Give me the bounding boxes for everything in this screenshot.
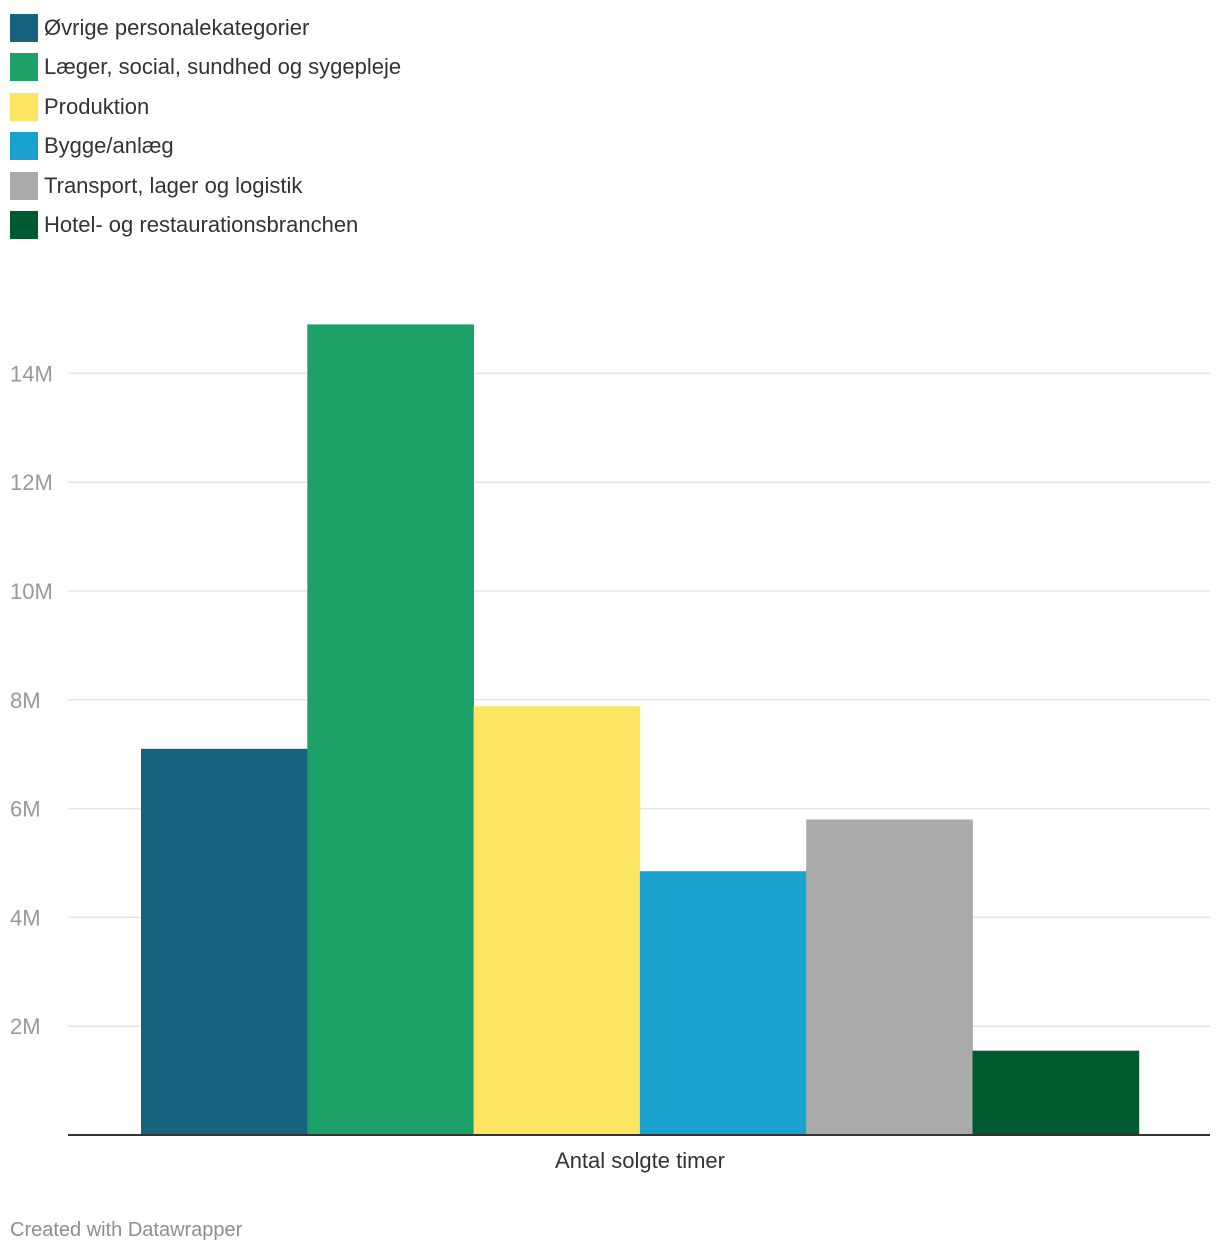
legend-item: Transport, lager og logistik — [10, 166, 401, 206]
legend-swatch — [10, 211, 38, 240]
legend-label: Produktion — [44, 93, 150, 119]
legend-label: Hotel- og restaurationsbranchen — [44, 212, 359, 238]
legend-swatch — [10, 13, 38, 42]
bar — [141, 748, 308, 1135]
legend-item: Produktion — [10, 87, 401, 127]
y-tick-label: 12M — [10, 470, 53, 495]
legend-swatch — [10, 53, 38, 82]
axes: 2M 4M 6M 8M 10M 12M 14M Antal solgte timer — [10, 361, 1210, 1173]
x-category-label: Antal solgte timer — [555, 1148, 725, 1173]
legend-item: Bygge/anlæg — [10, 127, 401, 167]
legend-swatch — [10, 92, 38, 121]
bar — [972, 1050, 1140, 1135]
legend-swatch — [10, 171, 38, 200]
bar-chart: 2M 4M 6M 8M 10M 12M 14M Antal solgte timer — [10, 324, 1210, 1173]
legend-label: Transport, lager og logistik — [44, 172, 303, 198]
chart-legend: Øvrige personalekategorier Læger, social,… — [10, 8, 401, 245]
y-tick-label: 8M — [10, 688, 41, 713]
y-tick-label: 4M — [10, 905, 41, 930]
legend-swatch — [10, 132, 38, 161]
legend-label: Bygge/anlæg — [44, 133, 174, 159]
bar — [639, 871, 807, 1135]
legend-item: Øvrige personalekategorier — [10, 8, 401, 48]
legend-item: Hotel- og restaurationsbranchen — [10, 206, 401, 246]
bar — [473, 706, 641, 1135]
y-tick-label: 14M — [10, 361, 53, 386]
y-tick-label: 6M — [10, 797, 41, 822]
y-tick-label: 2M — [10, 1014, 41, 1039]
y-tick-label: 10M — [10, 579, 53, 604]
legend-label: Læger, social, sundhed og sygepleje — [44, 54, 402, 80]
bar — [307, 324, 474, 1135]
footer-credit: Created with Datawrapper — [10, 1219, 243, 1241]
legend-label: Øvrige personalekategorier — [44, 14, 310, 40]
bars — [141, 324, 1140, 1135]
legend-item: Læger, social, sundhed og sygepleje — [10, 48, 401, 88]
bar — [806, 819, 973, 1135]
